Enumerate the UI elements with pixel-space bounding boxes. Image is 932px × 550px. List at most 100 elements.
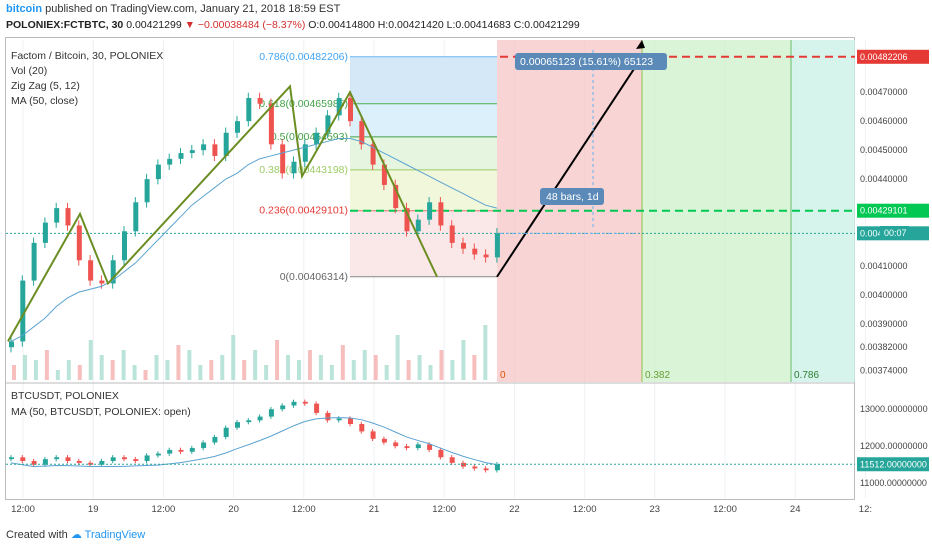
candle <box>257 97 263 104</box>
price-tick: 0.00470000 <box>860 87 908 97</box>
sub-candle <box>359 424 365 432</box>
candle <box>246 97 252 122</box>
volume-bar <box>143 370 148 380</box>
sub-candle <box>449 457 455 463</box>
candle <box>427 202 433 220</box>
sub-candle <box>54 457 60 460</box>
candle <box>201 144 207 151</box>
bars-tag-bg <box>540 188 604 205</box>
price-tag: 0.00429101 <box>860 206 908 216</box>
sub-candle <box>370 431 376 439</box>
sub-candle <box>223 427 229 437</box>
volume-bar <box>77 365 82 380</box>
time-tick: 23 <box>650 504 661 515</box>
time-tag: 00:07 <box>884 228 907 238</box>
fib-zone <box>350 56 497 104</box>
candle <box>359 121 365 145</box>
price-tag-bg <box>857 203 929 218</box>
candle <box>302 144 308 162</box>
sub-candle <box>201 442 207 449</box>
volume-bar <box>340 345 345 380</box>
price-tick: 0.00460000 <box>860 116 908 126</box>
volume-bar <box>461 340 466 380</box>
candle <box>144 179 150 203</box>
candle <box>167 158 173 165</box>
candle <box>472 248 478 255</box>
time-tick: 12: <box>859 504 872 515</box>
sub-candle <box>167 449 173 454</box>
sub-candle <box>9 457 14 460</box>
symbol-label: POLONIEX:FCTBTC, 30 <box>6 19 124 31</box>
time-tick: 19 <box>88 504 99 515</box>
time-tick: 22 <box>509 504 520 515</box>
sub-candle <box>246 420 252 423</box>
zone-label-0: 0 <box>500 370 506 381</box>
volume-bar <box>318 355 323 380</box>
sub-candle <box>133 459 139 461</box>
volume-bar <box>472 355 477 380</box>
price-tick: 0.00374000 <box>860 365 908 375</box>
bars-tag: 48 bars, 1d <box>546 191 599 203</box>
volume-bar <box>253 350 258 380</box>
sub-candle <box>302 401 308 404</box>
candle <box>268 103 274 145</box>
volume-bar <box>275 340 280 380</box>
ma-line <box>10 138 498 342</box>
tradingview-logo[interactable]: ☁ TradingView <box>70 529 146 541</box>
candle <box>189 150 195 154</box>
sub-candle <box>178 449 184 452</box>
sub-candle <box>65 457 71 461</box>
sub-candle <box>381 438 387 443</box>
volume-bar <box>307 350 312 380</box>
candle <box>65 208 71 226</box>
ohlc-header: POLONIEX:FCTBTC, 30 0.00421299 ▼ −0.0003… <box>6 19 580 31</box>
author-link[interactable]: bitcoin <box>6 3 43 15</box>
volume-bar <box>329 365 334 380</box>
candle <box>449 225 455 243</box>
candle <box>110 260 116 284</box>
price-tag: 0.00482206 <box>860 52 908 62</box>
price-tick: 0.00450000 <box>860 145 908 155</box>
sub-candle <box>280 405 286 410</box>
volume-bar <box>296 360 301 380</box>
change-label: ▼ −0.00038484 (−8.37%) <box>184 19 306 31</box>
sub-candle <box>76 461 82 463</box>
candle <box>280 144 286 174</box>
volume-bar <box>439 350 444 380</box>
sub-price-tick: 12000.00000000 <box>860 441 928 451</box>
main-title: Factom / Bitcoin, 30, POLONIEX <box>11 50 164 62</box>
volume-bar <box>66 360 71 380</box>
price-tick: 0.00400000 <box>860 290 908 300</box>
fib-label: 0(0.00406314) <box>280 271 348 283</box>
candle <box>291 161 297 174</box>
sub-candle <box>122 457 127 460</box>
sub-title: BTCUSDT, POLONIEX <box>11 390 119 402</box>
sub-price-tick: 13000.00000000 <box>860 404 928 414</box>
volume-bar <box>406 360 411 380</box>
ohlc-values: O:0.00414800 H:0.00421420 L:0.00414683 C… <box>308 19 580 31</box>
sub-price-tick: 11000.00000000 <box>860 478 927 488</box>
ma-legend: MA (50, close) <box>11 95 79 107</box>
candle <box>42 222 48 243</box>
fib-label: 0.786(0.00482206) <box>259 51 348 63</box>
time-tick: 12:00 <box>573 504 597 515</box>
sub-candle <box>31 461 37 465</box>
volume-bar <box>362 350 367 380</box>
candle <box>122 231 127 261</box>
price-tick: 0.00382000 <box>860 342 908 352</box>
time-tick: 21 <box>369 504 380 515</box>
candle <box>483 254 489 258</box>
candle <box>31 242 37 281</box>
measure-tag-bg <box>515 53 667 70</box>
candle <box>9 341 14 348</box>
time-tick: 12:00 <box>292 504 316 515</box>
sub-candle <box>42 459 48 465</box>
publish-header: bitcoin published on TradingView.com, Ja… <box>6 3 340 15</box>
candle <box>404 208 410 232</box>
candle <box>370 144 376 165</box>
volume-bar <box>395 335 400 380</box>
volume-bar <box>428 365 433 380</box>
published-text: published on TradingView.com, January 21… <box>45 3 341 15</box>
candle <box>461 242 466 249</box>
